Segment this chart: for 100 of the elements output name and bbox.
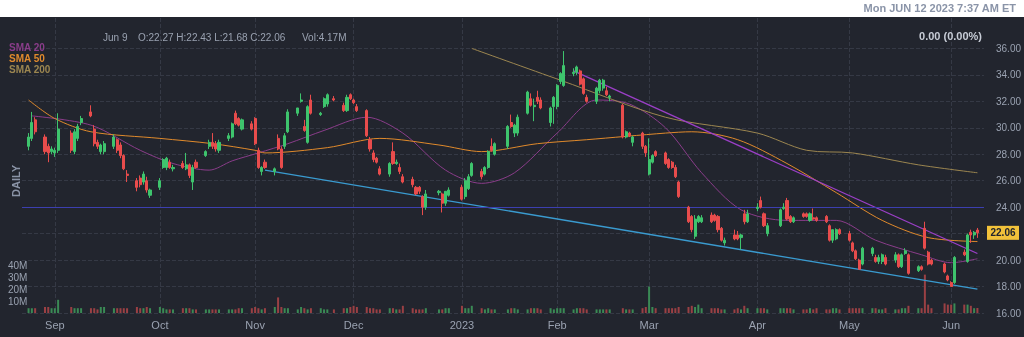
candlestick [194, 159, 198, 170]
candlestick [785, 197, 789, 221]
candlestick [342, 102, 345, 113]
bar [572, 309, 575, 313]
x-tick-label: 2023 [449, 318, 475, 331]
bar [667, 308, 670, 313]
candlestick [148, 188, 152, 199]
candlestick [575, 65, 578, 76]
bar [549, 308, 552, 313]
candlestick [441, 192, 444, 213]
candlestick [112, 133, 115, 150]
bar [595, 309, 598, 313]
candlestick [332, 95, 335, 102]
candlestick [894, 251, 897, 264]
bar [697, 304, 700, 313]
candlestick [388, 161, 391, 178]
candlestick [286, 108, 289, 134]
bar [227, 309, 230, 313]
candlestick [191, 164, 194, 191]
bar [254, 307, 257, 313]
candlestick [874, 254, 877, 264]
y-tick-label: 24.00 [995, 201, 1022, 213]
y-tick-label: 28.00 [995, 148, 1022, 160]
candlestick [460, 184, 463, 202]
candlestick [723, 237, 726, 247]
bar [598, 309, 601, 313]
y-tick-label: 26.00 [995, 175, 1022, 187]
candlestick [145, 176, 148, 194]
candlestick [424, 189, 427, 211]
bar [172, 309, 175, 313]
bar [447, 308, 450, 313]
candlestick [648, 137, 651, 176]
candlestick [234, 110, 237, 126]
candlestick [953, 255, 956, 285]
candlestick [536, 90, 539, 105]
candlestick [529, 92, 532, 108]
candlestick [240, 118, 244, 131]
candlestick [185, 152, 188, 171]
bar [392, 308, 394, 313]
candlestick [326, 92, 329, 108]
bar [467, 308, 470, 313]
candlestick [654, 149, 657, 158]
bar [815, 308, 818, 313]
bar [733, 309, 736, 313]
y-tick-label: 16.00 [995, 307, 1022, 319]
bar [126, 308, 129, 313]
text: DAILY [9, 164, 22, 197]
candlestick [969, 229, 972, 244]
candlestick [572, 67, 575, 77]
candlestick [900, 252, 903, 269]
x-tick-label: May [838, 318, 861, 331]
candlestick [254, 116, 257, 146]
bar [57, 299, 60, 313]
candlestick [283, 132, 286, 150]
candlestick [126, 169, 129, 183]
bar [539, 309, 542, 313]
candlestick [437, 189, 441, 196]
candlestick [490, 137, 493, 153]
bar [418, 309, 421, 313]
candlestick [917, 264, 920, 273]
bar [277, 297, 280, 313]
candlestick [188, 163, 191, 179]
candlestick [963, 249, 966, 257]
candlestick [625, 129, 628, 139]
bar [674, 308, 677, 313]
candlestick [631, 135, 634, 147]
candlestick [533, 98, 536, 122]
candlestick [395, 159, 398, 166]
candlestick [812, 207, 815, 221]
bar [355, 307, 358, 313]
candlestick [165, 156, 168, 171]
candlestick [355, 103, 358, 113]
candlestick [116, 137, 119, 154]
bar [365, 307, 368, 313]
y-tick-label: 32.00 [995, 95, 1022, 107]
candlestick [303, 119, 306, 133]
bar [375, 309, 378, 313]
x-tick-label: Jun [942, 318, 961, 331]
candlestick [628, 131, 631, 138]
bar [923, 274, 926, 313]
bar [648, 286, 651, 313]
candlestick [825, 214, 828, 224]
x-tick-label: Nov [245, 318, 266, 331]
bar [437, 309, 440, 313]
candlestick [493, 141, 496, 157]
candlestick [345, 94, 349, 113]
x-tick-label: Oct [151, 318, 169, 331]
candlestick [368, 136, 372, 153]
candlestick [848, 230, 851, 243]
candlestick [73, 128, 76, 155]
bar [854, 308, 857, 313]
bar [740, 309, 743, 313]
bar [766, 309, 769, 313]
text: SMA 50 [9, 52, 46, 64]
x-tick-label: Mar [639, 318, 659, 331]
x-tick-label: Feb [547, 318, 567, 331]
bar [388, 308, 391, 313]
candlestick [444, 190, 447, 207]
candlestick [158, 177, 161, 191]
bar [460, 305, 463, 313]
